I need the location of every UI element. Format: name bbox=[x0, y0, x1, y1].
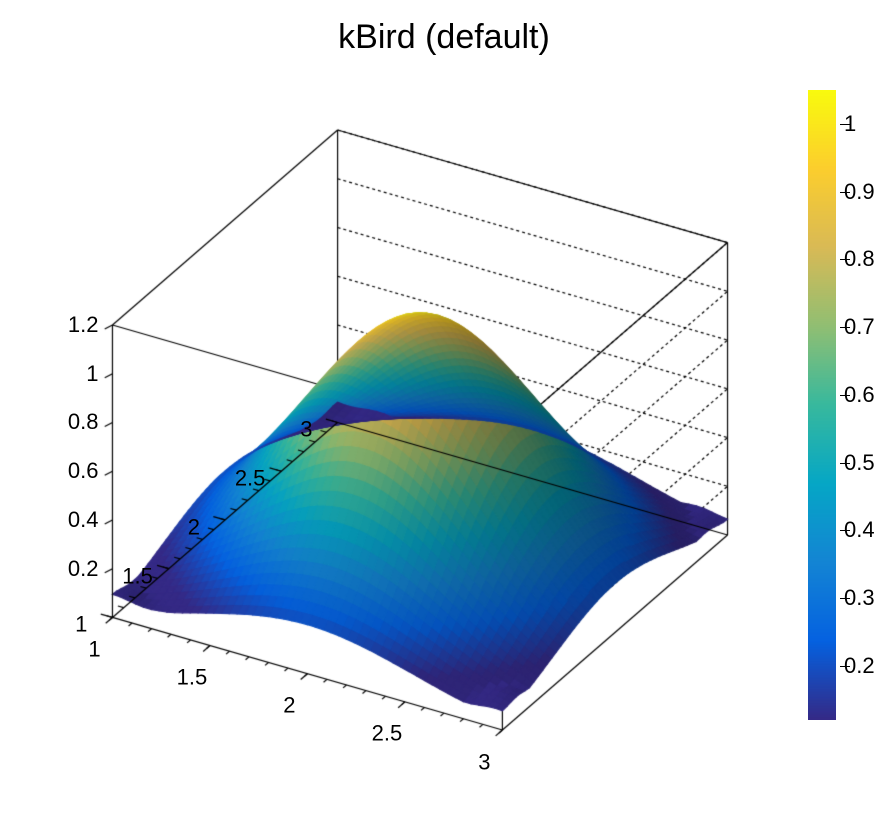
colorbar-tick-label: 0.9 bbox=[844, 179, 875, 205]
axis-tick-label: 0.4 bbox=[68, 507, 99, 533]
axis-tick-label: 3 bbox=[478, 749, 490, 775]
axis-tick-label: 2 bbox=[188, 514, 200, 540]
colorbar-tick-label: 0.7 bbox=[844, 314, 875, 340]
colorbar-tick-label: 1 bbox=[844, 111, 856, 137]
axis-tick-label: 0.2 bbox=[68, 556, 99, 582]
axis-tick-label: 2 bbox=[283, 693, 295, 719]
axis-tick-label: 3 bbox=[300, 417, 312, 443]
colorbar-tick-label: 0.2 bbox=[844, 653, 875, 679]
axis-tick-label: 0.8 bbox=[68, 409, 99, 435]
axis-tick-label: 1.5 bbox=[122, 563, 153, 589]
axis-tick-label: 1 bbox=[86, 361, 98, 387]
axis-tick-label: 2.5 bbox=[235, 466, 266, 492]
colorbar: 0.20.30.40.50.60.70.80.91 bbox=[808, 90, 868, 720]
colorbar-tick-label: 0.3 bbox=[844, 585, 875, 611]
colorbar-tick-label: 0.4 bbox=[844, 517, 875, 543]
axis-tick-label: 1.2 bbox=[68, 312, 99, 338]
axis-tick-label: 2.5 bbox=[372, 721, 403, 747]
chart-title: kBird (default) bbox=[0, 18, 888, 57]
axis-tick-label: 1 bbox=[88, 636, 100, 662]
surface-plot-3d bbox=[40, 70, 800, 790]
colorbar-gradient bbox=[808, 90, 836, 720]
axis-tick-label: 1 bbox=[75, 612, 87, 638]
colorbar-tick-label: 0.8 bbox=[844, 246, 875, 272]
colorbar-tick-label: 0.5 bbox=[844, 450, 875, 476]
axis-tick-label: 1.5 bbox=[177, 665, 208, 691]
colorbar-tick-label: 0.6 bbox=[844, 382, 875, 408]
axis-tick-label: 0.6 bbox=[68, 458, 99, 484]
